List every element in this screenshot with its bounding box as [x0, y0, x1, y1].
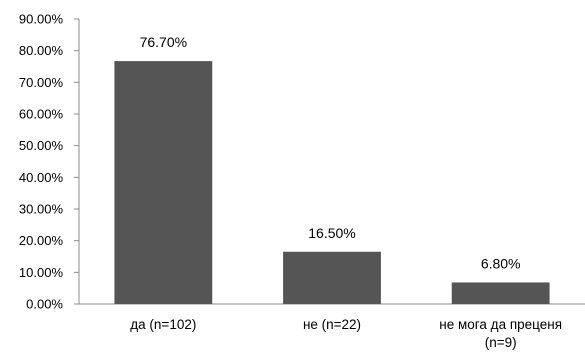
category-label: не (n=22)	[303, 317, 361, 332]
bar	[283, 251, 381, 304]
y-tick-label: 40.00%	[19, 170, 64, 185]
data-label: 6.80%	[481, 255, 521, 271]
bar	[114, 61, 213, 304]
category-label: да (n=102)	[130, 317, 196, 332]
bar	[451, 282, 550, 304]
y-tick-label: 10.00%	[19, 265, 64, 280]
y-tick-label: 80.00%	[19, 43, 64, 58]
category-label: не мога да преценя	[439, 317, 562, 332]
y-tick-label: 70.00%	[19, 75, 64, 90]
category-label: (n=9)	[485, 335, 517, 350]
bars	[114, 61, 550, 304]
y-tick-label: 0.00%	[26, 297, 63, 312]
y-tick-label: 90.00%	[19, 12, 64, 27]
data-labels: 76.70% 16.50% 6.80%	[140, 34, 521, 271]
data-label: 16.50%	[308, 225, 355, 241]
data-label: 76.70%	[140, 34, 187, 50]
y-tick-label: 30.00%	[19, 202, 64, 217]
y-tick-label: 20.00%	[19, 233, 64, 248]
category-labels: да (n=102) не (n=22) не мога да преценя (n=…	[130, 317, 562, 350]
y-tick-label: 60.00%	[19, 107, 64, 122]
y-axis: 0.00% 10.00% 20.00% 30.00% 40.00% 50.00% 60.00…	[19, 12, 80, 312]
y-tick-label: 50.00%	[19, 138, 64, 153]
